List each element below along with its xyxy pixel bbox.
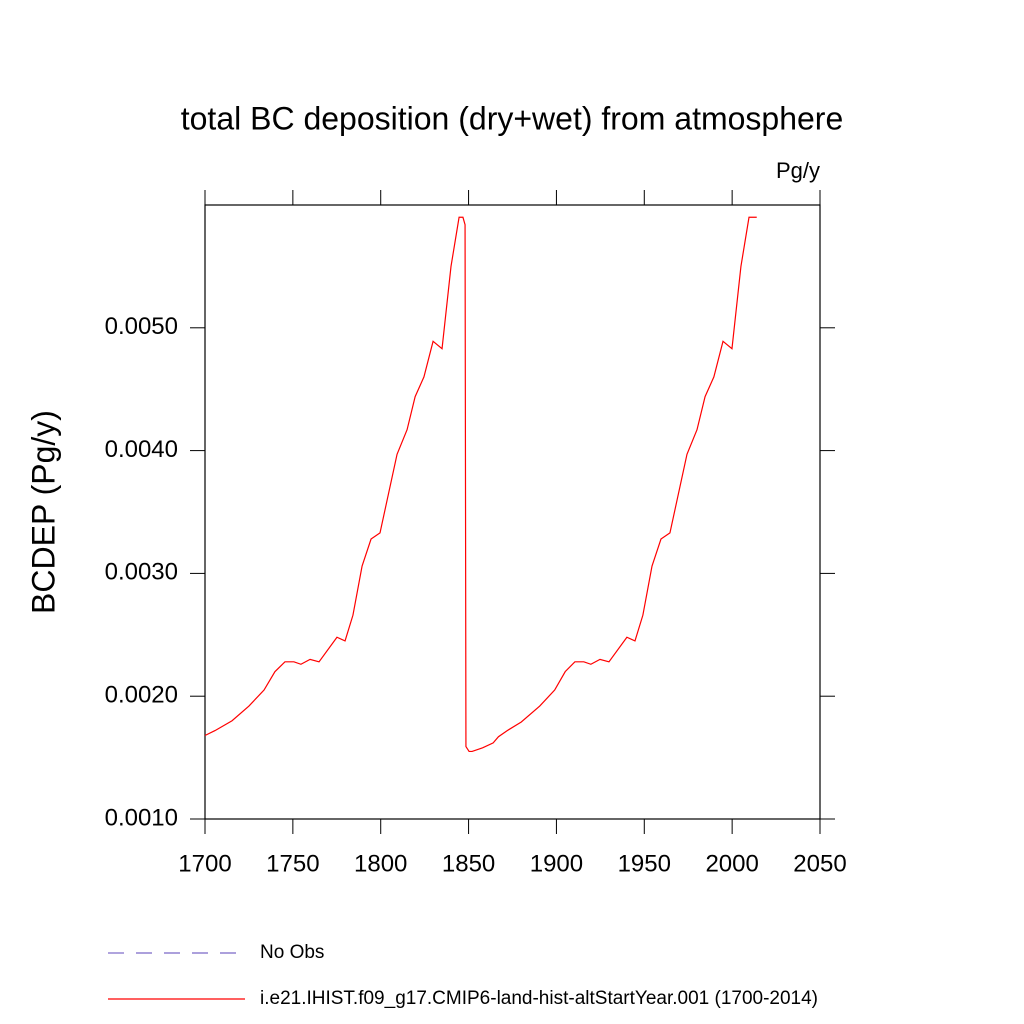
- x-tick-label: 2050: [793, 850, 846, 877]
- y-tick-label: 0.0040: [105, 436, 178, 463]
- units-label: Pg/y: [776, 158, 820, 183]
- legend-label: i.e21.IHIST.f09_g17.CMIP6-land-hist-altS…: [260, 988, 818, 1009]
- x-tick-label: 1950: [618, 850, 671, 877]
- x-tick-label: 1850: [442, 850, 495, 877]
- x-tick-label: 1900: [530, 850, 583, 877]
- data-line: [204, 216, 757, 753]
- legend-label: No Obs: [260, 942, 324, 963]
- plot-frame: [204, 204, 821, 820]
- x-tick-label: 1700: [178, 850, 231, 877]
- x-tick-label: 1750: [266, 850, 319, 877]
- chart-title: total BC deposition (dry+wet) from atmos…: [181, 100, 844, 136]
- x-tick-label: 2000: [705, 850, 758, 877]
- y-tick-label: 0.0050: [105, 313, 178, 340]
- y-tick-label: 0.0030: [105, 559, 178, 586]
- y-tick-label: 0.0020: [105, 682, 178, 709]
- y-axis-label: BCDEP (Pg/y): [25, 410, 61, 614]
- y-tick-label: 0.0010: [105, 804, 178, 831]
- x-tick-label: 1800: [354, 850, 407, 877]
